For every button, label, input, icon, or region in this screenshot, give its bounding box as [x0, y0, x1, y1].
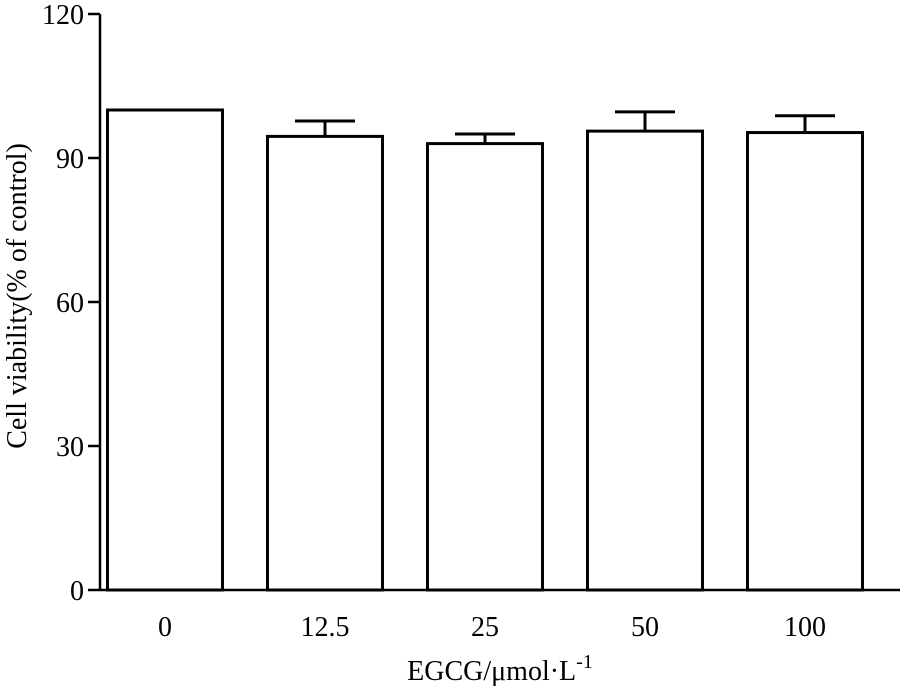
bar-100: [746, 131, 864, 592]
bar-0: [106, 108, 224, 592]
x-tick-label: 100: [784, 612, 826, 643]
y-tick-label: 120: [42, 0, 84, 31]
bar-12.5: [266, 134, 384, 592]
y-tick-label: 90: [56, 144, 84, 175]
x-axis-label-main: EGCG/μmol·L: [407, 656, 576, 687]
x-axis: 0 12.5 25 50 100: [100, 588, 900, 643]
bar-50: [586, 129, 704, 592]
x-tick-label: 25: [471, 612, 499, 643]
error-bars: [295, 110, 835, 144]
y-axis-label: Cell viability(% of control): [2, 143, 33, 449]
bar-25: [426, 142, 544, 592]
x-tick-label: 12.5: [301, 612, 350, 643]
bars: [106, 108, 864, 592]
y-tick-label: 30: [56, 432, 84, 463]
y-tick-label: 0: [70, 576, 84, 607]
x-axis-label-superscript: -1: [576, 651, 593, 673]
y-axis: 0 30 60 90 120: [42, 0, 102, 607]
x-tick-label: 50: [631, 612, 659, 643]
x-axis-label: EGCG/μmol·L-1: [407, 651, 593, 687]
x-tick-label: 0: [158, 612, 172, 643]
y-tick-label: 60: [56, 288, 84, 319]
